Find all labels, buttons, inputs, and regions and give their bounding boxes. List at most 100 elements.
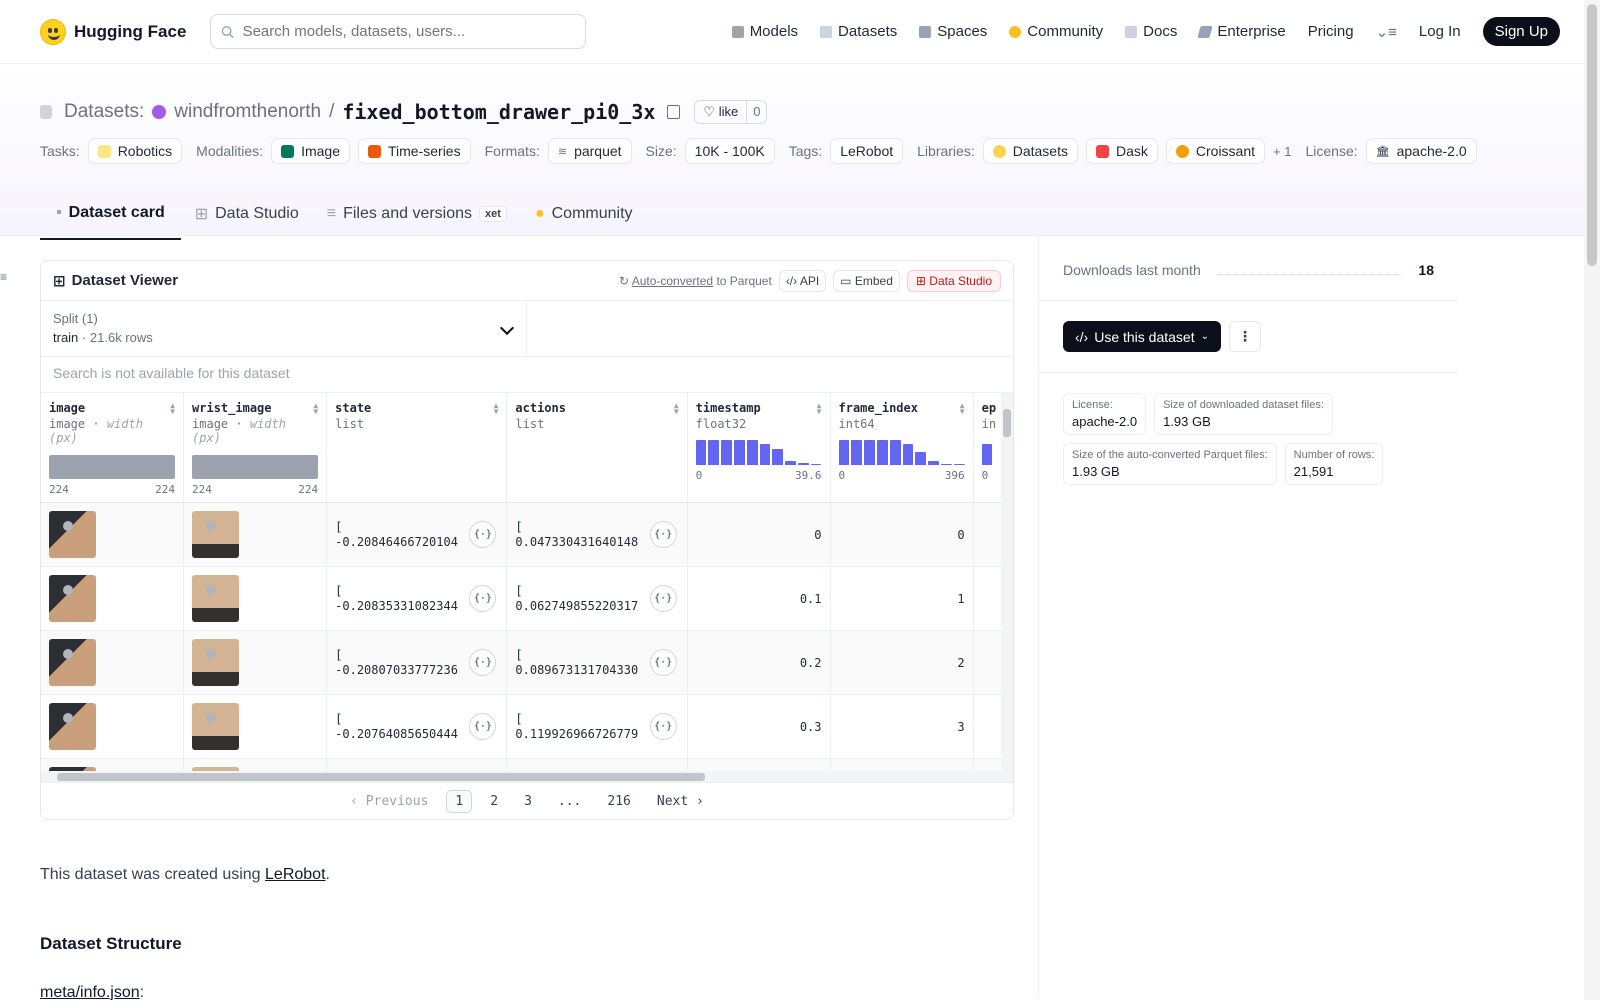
image-cell[interactable] [41,758,185,771]
tag-parquet[interactable]: ≋ parquet [547,138,632,164]
next-page-button[interactable]: Next › [656,793,704,809]
expand-json-icon[interactable]: {·} [649,521,677,548]
state-cell[interactable]: [-0.20807033777236... {·} [326,630,508,695]
tag-croissant[interactable]: Croissant [1165,138,1266,164]
sort-icon[interactable]: ▲ ▼ [959,401,965,416]
table-row[interactable]: [-0.20835331082344...{·}[0.0627498552203… [41,566,1013,631]
frame-index-cell[interactable]: 2 [830,630,974,695]
tab-community[interactable]: ● Community [521,194,647,240]
tab-data-studio[interactable]: ⊞ Data Studio [181,194,313,240]
previous-page-button[interactable]: ‹ Previous [350,793,429,809]
page-button[interactable]: 2 [490,793,499,809]
state-cell[interactable]: [-0.20835331082344... {·} [326,566,508,631]
page-button[interactable]: 1 [446,789,473,813]
org-link[interactable]: windfromthenorth [174,101,322,122]
signup-button[interactable]: Sign Up [1482,17,1560,46]
image-cell[interactable] [41,502,185,567]
auto-converted-link[interactable]: Auto-converted [631,273,714,288]
frame-index-cell[interactable]: 0 [830,502,974,567]
table-row[interactable]: [-0.20807033777236...{·}[0.0896731317043… [41,630,1013,695]
login-link[interactable]: Log In [1418,23,1461,40]
actions-cell[interactable]: [0.119926966726779... {·} [506,694,688,759]
tab-dataset-card[interactable]: ▪ Dataset card [40,194,181,240]
scrollbar-thumb[interactable] [1587,4,1597,266]
image-thumbnail[interactable] [49,639,96,686]
expand-json-icon[interactable]: {·} [649,649,677,676]
auto-converted-note[interactable]: ↻ Auto-converted to Parquet [619,274,772,288]
sort-icon[interactable]: ▲ ▼ [170,401,176,416]
image-cell[interactable] [41,566,185,631]
scrollbar-thumb[interactable] [1003,409,1011,437]
timestamp-cell[interactable]: 0.3 [687,694,831,759]
expand-json-icon[interactable]: {·} [469,649,497,676]
column-header-actions[interactable]: actions ▲ ▼ list [506,393,688,503]
nav-models[interactable]: Models [731,23,798,40]
copy-icon[interactable] [667,105,681,119]
page-button[interactable]: 216 [607,793,631,809]
state-cell[interactable]: [-0.20764085650444... {·} [326,694,508,759]
column-header-state[interactable]: state ▲ ▼ list [326,393,508,503]
more-options-icon[interactable]: ⋮ [1229,321,1261,352]
table-row[interactable]: [-0.20764085650444...{·}[0.1199269667267… [41,694,1013,759]
tag-image[interactable]: Image [271,138,350,164]
wrist-image-cell[interactable] [183,566,328,631]
tag-size[interactable]: 10K - 100K [684,138,775,164]
frame-index-cell[interactable]: 1 [830,566,974,631]
tag-license[interactable]: 🏛 apache-2.0 [1365,138,1477,164]
nav-spaces[interactable]: Spaces [919,23,987,40]
tag-datasets[interactable]: Datasets [982,138,1078,164]
nav-enterprise[interactable]: Enterprise [1197,23,1286,40]
sort-icon[interactable]: ▲ ▼ [313,401,319,416]
column-header-wrist-image[interactable]: wrist_image ▲ ▼ image · width (px) 224 224 [183,393,328,503]
timestamp-cell[interactable]: 0.2 [687,630,831,695]
more-menu-icon[interactable]: ⌄≡ [1375,23,1397,41]
more-libraries[interactable]: + 1 [1273,143,1292,159]
image-cell[interactable] [41,694,185,759]
tag-dask[interactable]: Dask [1085,138,1158,164]
expand-json-icon[interactable]: {·} [649,713,677,740]
wrist-image-cell[interactable] [183,502,328,567]
column-header-timestamp[interactable]: timestamp ▲ ▼ float32 0 39.6 [687,393,831,503]
use-this-dataset-button[interactable]: ‹/› Use this dataset ⌄ [1063,321,1221,352]
expand-json-icon[interactable]: {·} [469,713,497,740]
split-selector[interactable]: Split (1) train · 21.6k rows [41,301,527,356]
timestamp-cell[interactable]: 0 [687,502,831,567]
state-cell[interactable]: [-0.20846466720104... {·} [326,502,508,567]
image-thumbnail[interactable] [49,703,96,750]
tab-files[interactable]: ≡ Files and versions xet [313,194,521,240]
wrist-image-thumbnail[interactable] [192,703,240,750]
section-label[interactable]: Datasets: [64,101,145,122]
column-header-frame-index[interactable]: frame_index ▲ ▼ int64 0 396 [830,393,974,503]
sort-icon[interactable]: ▲ ▼ [493,401,499,416]
like-button[interactable]: ♡ like 0 [694,100,768,124]
wrist-image-thumbnail[interactable] [192,767,240,771]
info-json-link[interactable]: meta/info.json [40,984,140,1000]
page-scrollbar[interactable] [1584,0,1600,1000]
wrist-image-thumbnail[interactable] [192,575,240,622]
image-cell[interactable] [41,630,185,695]
tag-robotics[interactable]: Robotics [87,138,183,164]
nav-community[interactable]: Community [1009,23,1103,40]
data-studio-button[interactable]: ⊞ Data Studio [906,269,1001,292]
expand-json-icon[interactable]: {·} [469,521,497,548]
actions-cell[interactable]: [0.047330431640148... {·} [506,502,688,567]
actions-cell[interactable]: [0.062749855220317... {·} [506,566,688,631]
image-thumbnail[interactable] [49,767,96,771]
sort-icon[interactable]: ▲ ▼ [673,401,679,416]
image-thumbnail[interactable] [49,575,96,622]
lerobot-link[interactable]: LeRobot [265,866,326,883]
actions-cell[interactable]: [0.089673131704330... {·} [506,630,688,695]
expand-json-icon[interactable]: {·} [469,585,497,612]
table-row[interactable]: [-0.20846466720104...{·}[0.0473304316401… [41,502,1013,567]
embed-button[interactable]: ▭ Embed [833,269,900,292]
nav-pricing[interactable]: Pricing [1308,23,1354,40]
timestamp-cell[interactable]: 0.1 [687,566,831,631]
brand-link[interactable]: Hugging Face [40,18,186,45]
horizontal-scrollbar[interactable] [41,771,1013,783]
scrollbar-thumb[interactable] [57,773,705,781]
tag-timeseries[interactable]: Time-series [358,138,471,164]
page-button[interactable]: 3 [524,793,532,809]
wrist-image-cell[interactable] [183,758,328,771]
wrist-image-thumbnail[interactable] [192,511,240,558]
nav-docs[interactable]: Docs [1125,23,1177,40]
